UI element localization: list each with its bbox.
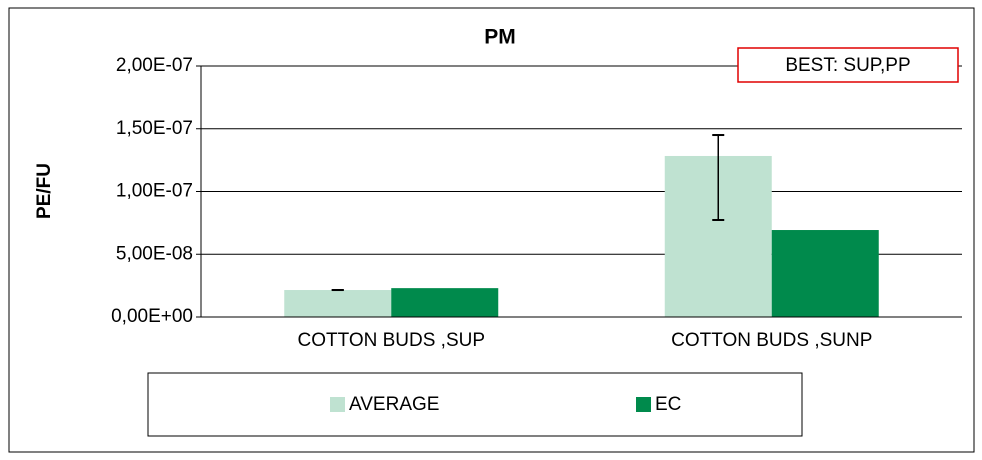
legend-label: AVERAGE xyxy=(349,394,439,415)
y-tick-label: 5,00E-08 xyxy=(116,243,193,264)
annotation-box xyxy=(737,47,959,83)
bar xyxy=(771,230,879,317)
y-axis-label: PE/FU xyxy=(34,163,55,219)
y-tick-label: 1,00E-07 xyxy=(116,181,193,202)
chart-title: PM xyxy=(484,26,516,49)
legend-swatch xyxy=(330,397,345,412)
legend-box xyxy=(147,372,803,437)
x-tick-label: COTTON BUDS ,SUNP xyxy=(671,330,872,351)
bar xyxy=(284,290,392,317)
annotation: BEST: SUP,PP xyxy=(785,55,910,76)
y-tick-label: 2,00E-07 xyxy=(116,55,193,76)
bar xyxy=(391,288,499,317)
y-tick-label: 1,50E-07 xyxy=(116,118,193,139)
y-tick-label: 0,00E+00 xyxy=(111,306,193,327)
legend-label: EC xyxy=(655,394,681,415)
x-tick-label: COTTON BUDS ,SUP xyxy=(297,330,485,351)
legend-swatch xyxy=(636,397,651,412)
